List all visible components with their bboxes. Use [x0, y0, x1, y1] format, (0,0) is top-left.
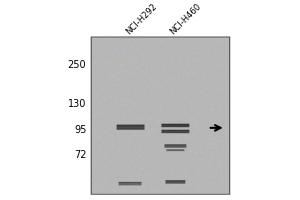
Text: 130: 130 [68, 99, 86, 109]
Text: 250: 250 [68, 60, 86, 70]
Text: 95: 95 [74, 125, 86, 135]
Text: 72: 72 [74, 150, 86, 160]
Text: NCI-H292: NCI-H292 [124, 1, 158, 36]
Text: NCI-H460: NCI-H460 [169, 1, 203, 36]
